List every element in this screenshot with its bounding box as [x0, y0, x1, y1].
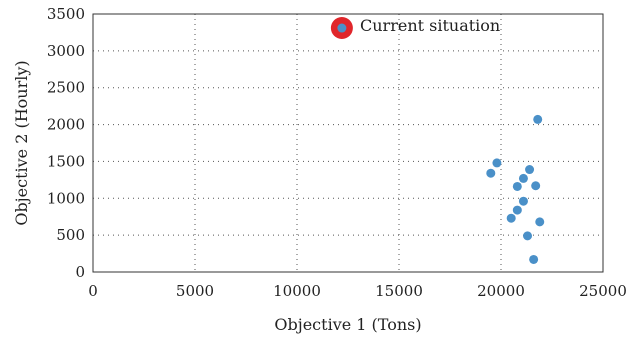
y-tick-label: 1000 — [47, 189, 85, 207]
x-tick-label: 10000 — [273, 282, 321, 300]
y-tick-label: 2000 — [47, 116, 85, 134]
data-point — [512, 205, 522, 215]
data-point — [529, 254, 539, 264]
y-tick-label: 500 — [56, 226, 85, 244]
data-point — [506, 213, 516, 223]
y-tick-label: 1500 — [47, 152, 85, 170]
data-point — [525, 165, 535, 175]
data-point — [535, 217, 545, 227]
x-tick-label: 25000 — [579, 282, 627, 300]
data-point — [518, 173, 528, 183]
data-point — [492, 158, 502, 168]
data-point — [512, 181, 522, 191]
legend-label-current-situation: Current situation — [360, 16, 500, 35]
y-tick-label: 3500 — [47, 5, 85, 23]
grid-lines — [93, 14, 603, 272]
x-axis-ticks: 0 5000 10000 15000 20000 25000 — [88, 282, 627, 300]
x-tick-label: 5000 — [176, 282, 214, 300]
y-axis-ticks: 0 500 1000 1500 2000 2500 3000 3500 — [47, 5, 85, 281]
data-point — [518, 196, 528, 206]
y-axis-title: Objective 2 (Hourly) — [12, 60, 31, 225]
y-tick-label: 2500 — [47, 79, 85, 97]
data-point — [531, 181, 541, 191]
data-point — [523, 231, 533, 241]
y-tick-label: 3000 — [47, 42, 85, 60]
x-tick-label: 0 — [88, 282, 98, 300]
y-tick-label: 0 — [75, 263, 85, 281]
current-situation-marker — [337, 23, 347, 33]
data-points — [330, 17, 545, 264]
plot-frame — [92, 13, 604, 273]
data-point — [486, 168, 496, 178]
data-point — [533, 114, 543, 124]
x-axis-title: Objective 1 (Tons) — [274, 315, 421, 334]
x-tick-label: 20000 — [477, 282, 525, 300]
x-tick-label: 15000 — [375, 282, 423, 300]
